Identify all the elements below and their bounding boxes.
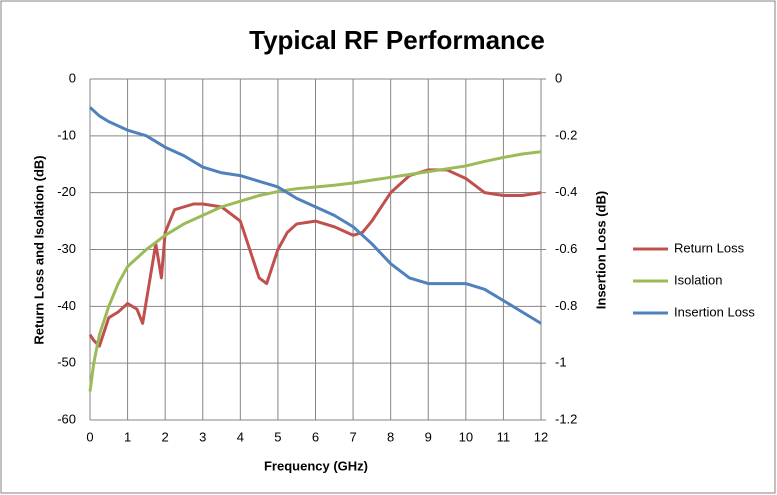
x-tick-label: 4: [237, 429, 244, 444]
x-tick-label: 9: [425, 429, 432, 444]
data-line: [88, 150, 542, 392]
y2-tick-label: -0.8: [555, 298, 577, 313]
x-tick-label: 0: [86, 429, 93, 444]
y2-tick-label: -0.4: [555, 184, 577, 199]
x-tick-label: 8: [387, 429, 394, 444]
x-tick-label: 7: [349, 429, 356, 444]
y-axis-label: Return Loss and Isolation (dB): [31, 155, 46, 344]
y-tick-label: -50: [57, 355, 76, 370]
x-tick-label: 5: [274, 429, 281, 444]
x-tick-label: 1: [124, 429, 131, 444]
y2-tick-label: -0.6: [555, 241, 577, 256]
x-tick-label: 2: [162, 429, 169, 444]
y-tick-label: -30: [57, 241, 76, 256]
legend-label: Return Loss: [674, 240, 745, 255]
x-tick-label: 6: [312, 429, 319, 444]
y-tick-label: -60: [57, 411, 76, 426]
data-line: [88, 106, 542, 325]
x-tick-label: 10: [459, 429, 473, 444]
chart-title: Typical RF Performance: [249, 25, 545, 55]
y2-tick-label: 0: [555, 70, 562, 85]
y-tick-label: -40: [57, 298, 76, 313]
y2-tick-label: -1.2: [555, 411, 577, 426]
x-tick-label: 12: [534, 429, 548, 444]
x-tick-label: 3: [199, 429, 206, 444]
x-axis-label: Frequency (GHz): [264, 458, 368, 473]
y-tick-label: -10: [57, 127, 76, 142]
legend-label: Isolation: [674, 272, 722, 287]
y2-tick-label: -0.2: [555, 127, 577, 142]
y2-axis-label: Insertion Loss (dB): [593, 191, 608, 309]
legend-label: Insertion Loss: [674, 304, 755, 319]
y-tick-label: -20: [57, 184, 76, 199]
x-tick-label: 11: [497, 429, 511, 444]
y-tick-label: 0: [69, 70, 76, 85]
y2-tick-label: -1: [555, 355, 567, 370]
